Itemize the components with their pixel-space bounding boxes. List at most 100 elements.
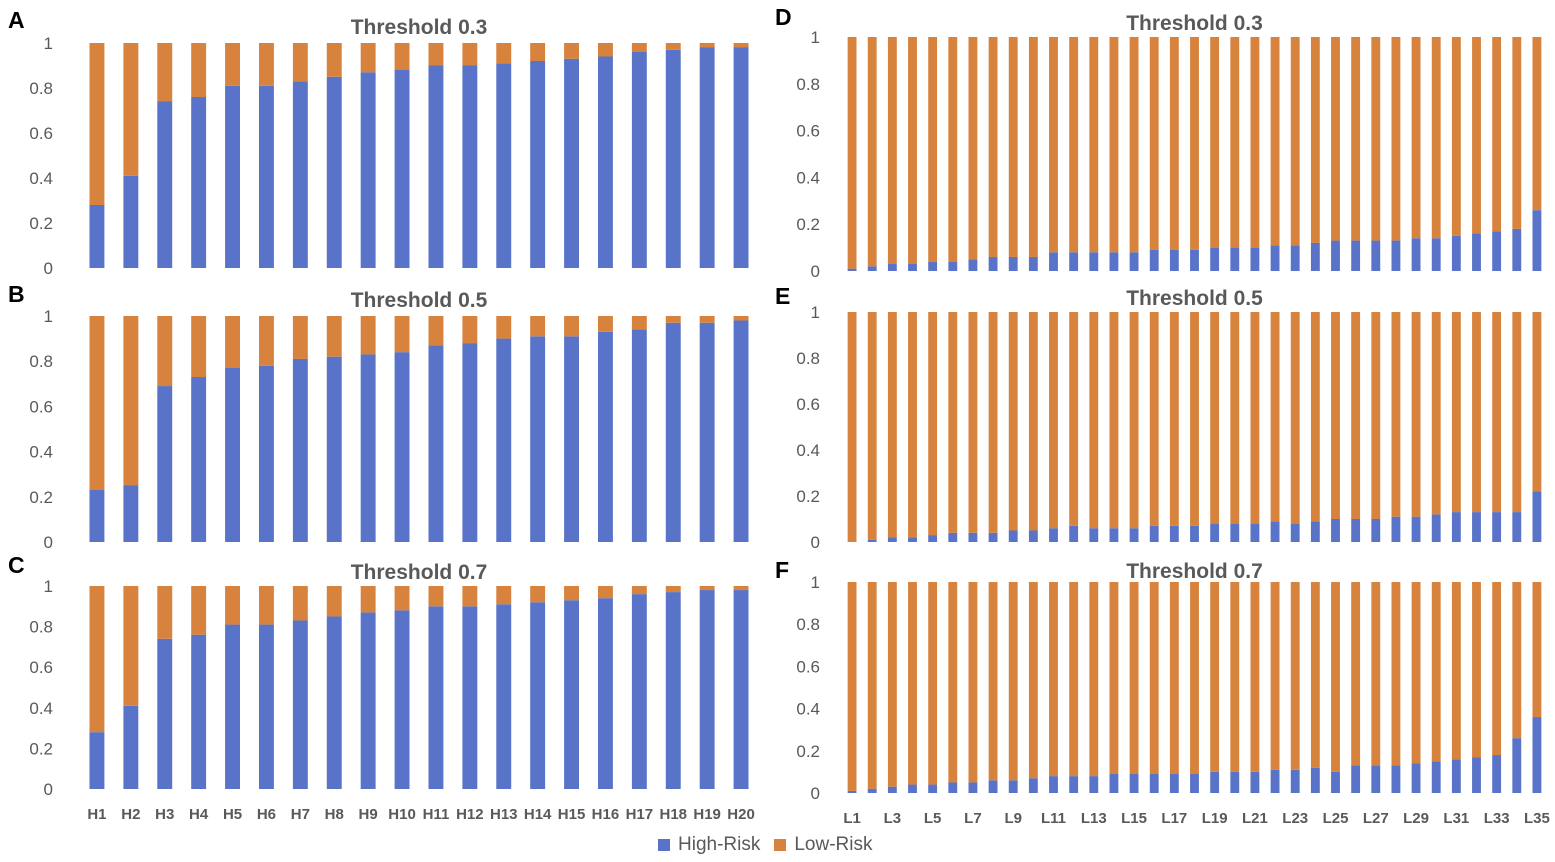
bar-high-f — [1008, 780, 1018, 793]
bar-high-e — [867, 539, 877, 542]
bar-high-f — [1290, 769, 1300, 793]
bar-low-d — [1149, 37, 1159, 250]
bar-low-a — [597, 43, 613, 57]
bar-high-b — [360, 354, 376, 542]
y-tick-f: 0.4 — [796, 700, 820, 719]
bar-low-a — [89, 43, 105, 205]
x-tick-c: H4 — [189, 806, 209, 823]
bar-low-b — [157, 316, 173, 387]
bar-low-a — [530, 43, 546, 61]
legend-high-risk: High-Risk — [658, 834, 760, 856]
bar-high-a — [292, 81, 308, 268]
bar-high-f — [908, 784, 917, 793]
bar-high-a — [157, 101, 173, 268]
bar-low-b — [530, 316, 546, 337]
y-tick-a: 0.4 — [29, 169, 53, 188]
bar-low-a — [665, 43, 681, 50]
y-tick-e: 0.6 — [796, 395, 820, 414]
bar-low-d — [1310, 37, 1320, 243]
bar-high-a — [428, 65, 444, 268]
bar-low-c — [157, 586, 173, 639]
bar-low-a — [564, 43, 580, 59]
bar-low-a — [225, 43, 241, 86]
bar-low-f — [1391, 582, 1401, 766]
x-tick-f: L17 — [1161, 810, 1187, 827]
bar-high-b — [394, 352, 410, 542]
bar-high-f — [867, 788, 877, 793]
bar-low-e — [1512, 312, 1522, 513]
bar-low-e — [1129, 312, 1139, 529]
bar-high-e — [1028, 530, 1038, 542]
bar-high-e — [1250, 523, 1260, 542]
bar-low-b — [292, 316, 308, 359]
y-tick-b: 0.2 — [29, 488, 53, 507]
y-tick-f: 0.6 — [796, 657, 820, 676]
bar-low-e — [867, 312, 877, 540]
x-tick-f: L25 — [1323, 810, 1349, 827]
bar-low-f — [1472, 582, 1481, 758]
bar-low-d — [1028, 37, 1038, 257]
bar-high-a — [496, 63, 512, 268]
chart-title-f: Threshold 0.7 — [1126, 560, 1263, 583]
bar-low-e — [1008, 312, 1018, 531]
bar-low-f — [1310, 582, 1320, 768]
bar-high-e — [1512, 512, 1522, 542]
bar-high-a — [326, 76, 342, 268]
chart-title-e: Threshold 0.5 — [1126, 287, 1263, 310]
bar-low-d — [887, 37, 897, 264]
bar-low-a — [191, 43, 207, 97]
y-tick-d: 0.2 — [796, 215, 820, 234]
bar-low-b — [665, 316, 681, 323]
bar-low-d — [988, 37, 998, 257]
chart-title-b: Threshold 0.5 — [351, 289, 488, 312]
legend: High-Risk Low-Risk — [658, 834, 872, 856]
bar-high-e — [1331, 519, 1340, 542]
bar-high-e — [1351, 519, 1361, 542]
bar-high-f — [1492, 755, 1502, 793]
y-tick-b: 0 — [44, 533, 53, 552]
bar-low-c — [733, 586, 749, 591]
bar-low-f — [1331, 582, 1340, 772]
x-tick-f: L23 — [1282, 810, 1308, 827]
bar-low-e — [1472, 312, 1481, 513]
bar-high-e — [1532, 491, 1542, 542]
bar-low-f — [1069, 582, 1079, 777]
bar-low-f — [847, 582, 857, 791]
bar-low-f — [1028, 582, 1038, 779]
y-tick-d: 0.8 — [796, 75, 820, 94]
bar-low-f — [1451, 582, 1461, 760]
y-tick-a: 1 — [44, 34, 53, 53]
bar-high-f — [1532, 717, 1542, 793]
bar-high-e — [1049, 528, 1058, 542]
panel-letter-f: F — [775, 557, 789, 583]
x-tick-c: H15 — [558, 806, 586, 823]
bar-low-f — [1008, 582, 1018, 781]
bar-high-d — [1290, 245, 1300, 271]
bar-high-a — [564, 58, 580, 268]
y-tick-b: 1 — [44, 307, 53, 326]
bar-low-f — [1109, 582, 1119, 775]
bar-low-f — [1411, 582, 1421, 764]
bar-low-f — [1512, 582, 1522, 739]
bar-low-e — [1532, 312, 1542, 492]
bar-low-d — [1532, 37, 1542, 211]
bar-low-f — [948, 582, 958, 783]
bar-low-e — [1451, 312, 1461, 513]
bar-high-b — [89, 490, 105, 542]
x-tick-f: L31 — [1443, 810, 1469, 827]
bar-high-a — [462, 65, 478, 268]
bar-low-c — [326, 586, 342, 617]
bar-low-d — [1331, 37, 1340, 241]
y-tick-a: 0 — [44, 259, 53, 278]
bar-high-e — [1270, 521, 1280, 542]
bar-high-c — [326, 616, 342, 789]
y-tick-a: 0.6 — [29, 124, 53, 143]
bar-high-e — [887, 537, 897, 542]
bar-low-e — [968, 312, 978, 533]
bar-low-b — [258, 316, 274, 366]
bar-high-f — [968, 782, 978, 793]
bar-high-f — [1049, 776, 1058, 793]
bar-low-e — [1049, 312, 1058, 529]
legend-low-risk: Low-Risk — [774, 834, 872, 856]
bar-high-d — [1431, 238, 1441, 271]
